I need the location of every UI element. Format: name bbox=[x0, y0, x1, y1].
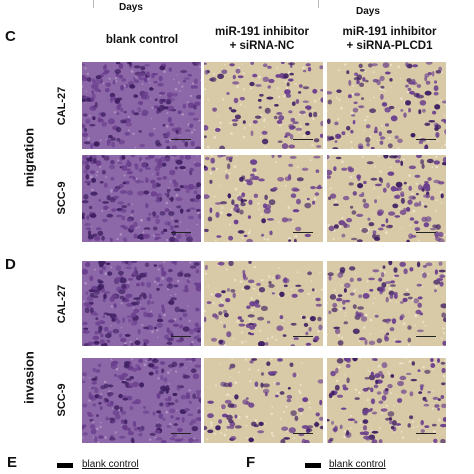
micrograph-scc9-invasion-inhibitor-plcd1 bbox=[327, 358, 446, 443]
row-label-cal27-invasion: CAL-27 bbox=[56, 284, 68, 324]
panel-letter-e: E bbox=[7, 454, 18, 471]
panel-letter-d: D bbox=[5, 256, 16, 273]
days-label-right: Days bbox=[356, 6, 380, 17]
micrograph-scc9-invasion-blank-control bbox=[82, 358, 201, 443]
micrograph-cal27-migration-blank-control bbox=[82, 62, 201, 149]
micrograph-cal27-migration-inhibitor-nc bbox=[204, 62, 323, 149]
column-header-line1: miR-191 inhibitor bbox=[342, 26, 437, 38]
column-header-line2: + siRNA-NC bbox=[229, 40, 295, 52]
legend-label-e: blank control bbox=[82, 459, 139, 470]
column-header-line2: + siRNA-PLCD1 bbox=[346, 40, 433, 52]
scale-bar bbox=[293, 139, 313, 140]
micrograph-cal27-migration-inhibitor-plcd1 bbox=[327, 62, 446, 149]
row-label-cal27-migration: CAL-27 bbox=[56, 86, 68, 126]
scale-bar bbox=[171, 433, 191, 434]
days-label-left: Days bbox=[119, 2, 143, 13]
legend-swatch-e bbox=[57, 463, 73, 468]
micrograph-scc9-migration-inhibitor-nc bbox=[204, 155, 323, 242]
micrograph-scc9-migration-blank-control bbox=[82, 155, 201, 242]
scale-bar bbox=[171, 336, 191, 337]
scale-bar bbox=[416, 139, 436, 140]
column-header-blank-control: blank control bbox=[82, 33, 202, 47]
scale-bar bbox=[171, 139, 191, 140]
legend-label-f: blank control bbox=[329, 459, 386, 470]
column-header-inhibitor-nc: miR-191 inhibitor + siRNA-NC bbox=[202, 25, 322, 53]
scale-bar bbox=[293, 232, 313, 233]
panel-letter-f: F bbox=[246, 454, 256, 471]
row-label-scc9-invasion: SCC-9 bbox=[56, 383, 68, 417]
group-label-invasion: invasion bbox=[21, 351, 37, 404]
axis-tick bbox=[318, 0, 319, 8]
row-label-scc9-migration: SCC-9 bbox=[56, 181, 68, 215]
micrograph-cal27-invasion-inhibitor-plcd1 bbox=[327, 261, 446, 346]
scale-bar bbox=[293, 336, 313, 337]
panel-letter-c: C bbox=[5, 28, 16, 45]
scale-bar bbox=[416, 433, 436, 434]
column-header-line1: blank control bbox=[105, 34, 179, 46]
micrograph-cal27-invasion-inhibitor-nc bbox=[204, 261, 323, 346]
scale-bar bbox=[293, 433, 313, 434]
column-header-line1: miR-191 inhibitor bbox=[215, 26, 309, 38]
micrograph-cal27-invasion-blank-control bbox=[82, 261, 201, 346]
legend-swatch-f bbox=[305, 463, 321, 468]
scale-bar bbox=[416, 336, 436, 337]
axis-tick bbox=[93, 0, 94, 8]
scale-bar bbox=[416, 232, 436, 233]
micrograph-scc9-invasion-inhibitor-nc bbox=[204, 358, 323, 443]
micrograph-scc9-migration-inhibitor-plcd1 bbox=[327, 155, 446, 242]
scale-bar bbox=[171, 232, 191, 233]
column-header-inhibitor-plcd1: miR-191 inhibitor + siRNA-PLCD1 bbox=[327, 25, 452, 53]
group-label-migration: migration bbox=[21, 127, 37, 188]
